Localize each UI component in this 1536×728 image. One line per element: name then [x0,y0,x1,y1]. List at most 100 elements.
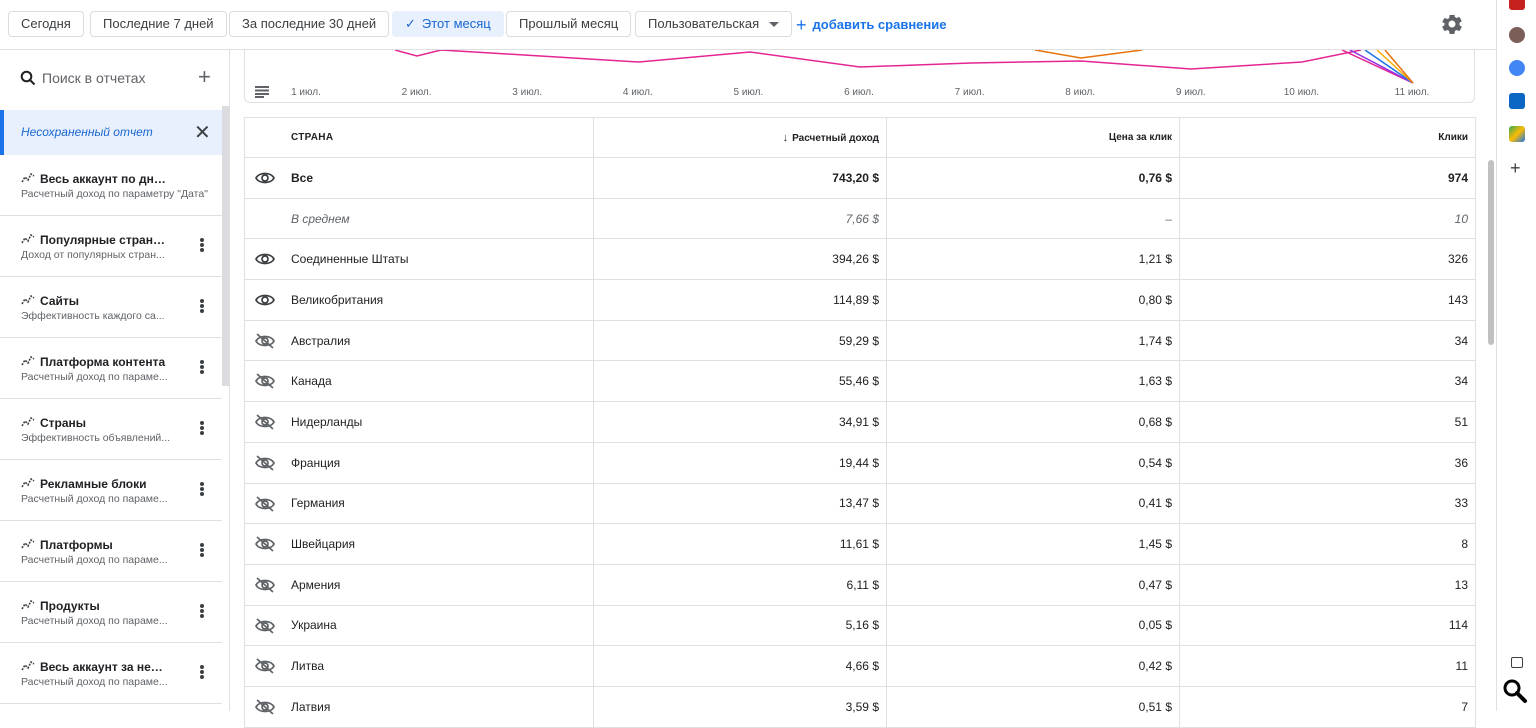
x-tick-label: 1 июл. [291,87,321,98]
filter-chip-last-7-days[interactable]: Последние 7 дней [90,11,227,37]
hidden-eye-icon[interactable] [255,333,275,349]
trend-icon [21,416,35,427]
clicks-cell: 10 [1179,198,1476,240]
hidden-eye-icon[interactable] [255,699,275,715]
revenue-cell: 3,59 $ [593,686,887,728]
send-icon[interactable] [1509,126,1525,142]
series-line-drop-4 [1376,50,1414,84]
hidden-eye-icon[interactable] [255,536,275,552]
clicks-cell: 33 [1179,483,1476,525]
more-options-icon[interactable] [196,603,208,623]
country-cell: Канада [244,360,594,403]
new-report-plus-icon[interactable]: + [198,64,211,89]
report-item[interactable]: Рекламные блоки Расчетный доход по параме… [0,460,222,521]
gear-icon[interactable] [1440,12,1464,36]
report-title: Популярные страни... [40,233,168,247]
add-comparison-button[interactable]: + добавить сравнение [796,15,946,36]
clicks-cell: 11 [1179,645,1476,687]
table-row: Латвия 3,59 $0,51 $7 [244,686,1476,728]
legend-icon[interactable] [255,86,269,98]
more-options-icon[interactable] [196,359,208,379]
report-item[interactable]: Страны Эффективность объявлений... [0,399,222,460]
more-options-icon[interactable] [196,542,208,562]
clicks-cell: 34 [1179,320,1476,362]
report-item[interactable]: Весь аккаунт по дням Расчетный доход по п… [0,155,222,216]
series-line-drop-5 [1384,50,1414,84]
trend-icon [21,355,35,366]
close-icon[interactable]: ✕ [194,122,211,144]
report-search[interactable]: Поиск в отчетах + [0,50,229,106]
revenue-cell: 19,44 $ [593,442,887,484]
country-name: Канада [291,374,332,389]
column-header-cpc[interactable]: Цена за клик [886,117,1180,158]
filter-chip-last-month[interactable]: Прошлый месяц [506,11,632,37]
trend-icon [21,538,35,549]
sidebar-scrollbar[interactable] [222,106,229,386]
outlook-icon[interactable] [1509,93,1525,109]
country-name: Австралия [291,333,351,348]
trend-icon [21,599,35,610]
report-title: Платформы [40,538,113,552]
hidden-eye-icon[interactable] [255,577,275,593]
filter-chip-this-month[interactable]: ✓ Этот месяц [392,11,504,37]
x-tick-label: 3 июл. [512,87,543,98]
chess-icon[interactable] [1509,27,1525,43]
clicks-cell: 7 [1179,686,1476,728]
hidden-eye-icon[interactable] [255,414,275,430]
total-row: Все 743,20 $0,76 $974 [244,157,1476,199]
chip-label: Последние 7 дней [103,16,214,31]
date-filter-bar: Сегодня Последние 7 дней За последние 30… [0,0,1496,50]
report-item[interactable]: Весь аккаунт за нед... Расчетный доход по… [0,643,222,704]
visible-eye-icon[interactable] [255,251,275,267]
filter-chip-last-30-days[interactable]: За последние 30 дней [229,11,390,37]
column-header-clicks[interactable]: Клики [1179,117,1476,158]
country-name: В среднем [291,211,350,226]
report-item[interactable]: Продукты Расчетный доход по параме... [0,582,222,643]
more-options-icon[interactable] [196,481,208,501]
report-subtitle: Расчетный доход по параме... [21,371,168,383]
column-header-country[interactable]: СТРАНА [244,117,594,158]
filter-chip-custom[interactable]: Пользовательская [635,11,793,37]
visible-eye-icon[interactable] [255,170,275,186]
report-item[interactable]: Сайты Эффективность каждого са... [0,277,222,338]
copilot-icon[interactable] [1509,60,1525,76]
x-tick-label: 10 июл. [1283,87,1320,98]
column-header-revenue[interactable]: ↓ Расчетный доход [593,117,887,158]
average-row: В среднем 7,66 $ –10 [244,198,1476,240]
clicks-cell: 114 [1179,605,1476,647]
chip-label: За последние 30 дней [242,16,377,31]
sidebar-toggle-icon[interactable] [1511,657,1523,668]
trend-icon [21,477,35,488]
more-options-icon[interactable] [196,237,208,257]
country-name: Латвия [291,699,331,714]
more-options-icon[interactable] [196,420,208,440]
visible-eye-icon[interactable] [255,292,275,308]
country-cell: Нидерланды [244,401,594,443]
cpc-cell: 0,41 $ [886,483,1180,525]
filter-chip-today[interactable]: Сегодня [8,11,84,37]
hidden-eye-icon[interactable] [255,495,275,512]
trend-icon [21,294,35,305]
report-item[interactable]: Платформы Расчетный доход по параме... [0,521,222,582]
country-name: Нидерланды [291,414,363,429]
hidden-eye-icon[interactable] [255,617,275,634]
country-name: Швейцария [291,537,356,552]
report-item[interactable]: Платформа контента Расчетный доход по пар… [0,338,222,399]
app-icon[interactable] [1509,0,1525,10]
unsaved-report-label: Несохраненный отчет [21,125,153,139]
report-table: СТРАНА ↓ Расчетный доход Цена за клик Кли… [244,117,1476,728]
chip-label: Пользовательская [648,16,760,31]
unsaved-report-item[interactable]: Несохраненный отчет ✕ [0,110,222,155]
country-name: Литва [291,659,324,674]
hidden-eye-icon[interactable] [255,455,275,471]
more-options-icon[interactable] [196,298,208,318]
table-row: Канада 55,46 $1,63 $34 [244,360,1476,403]
more-options-icon[interactable] [196,664,208,684]
add-icon[interactable]: + [1510,158,1521,178]
column-header-revenue-label: Расчетный доход [792,132,879,144]
report-item[interactable]: Популярные страни... Доход от популярных … [0,216,222,277]
cpc-cell: 0,76 $ [886,157,1180,199]
page-scrollbar[interactable] [1488,160,1494,345]
hidden-eye-icon[interactable] [255,658,275,674]
hidden-eye-icon[interactable] [255,373,275,390]
